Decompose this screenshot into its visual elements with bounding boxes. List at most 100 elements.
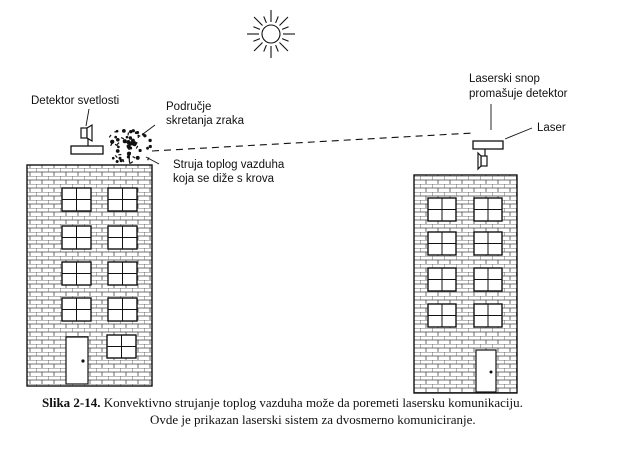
sun-ray <box>275 16 279 24</box>
sun-ray <box>281 38 289 42</box>
air-particle <box>114 135 118 139</box>
air-particle <box>121 128 126 133</box>
left-building <box>26 164 153 387</box>
sun-ray <box>281 26 289 30</box>
air-particle <box>115 160 119 164</box>
sun-ray <box>253 38 261 42</box>
air-particle <box>135 145 139 149</box>
air-particle <box>127 132 130 136</box>
sun-ray <box>275 44 279 52</box>
window <box>427 267 457 292</box>
sun-ray <box>263 16 267 24</box>
window <box>427 231 457 256</box>
air-particle <box>126 155 131 159</box>
air-particle <box>111 156 115 160</box>
air-particle <box>116 137 120 142</box>
window <box>106 334 137 359</box>
sun-ray <box>279 16 289 26</box>
figure-label: Slika 2-14. <box>42 395 101 410</box>
air-particle <box>114 143 118 147</box>
air-particle <box>110 139 115 144</box>
air-particle <box>128 136 133 140</box>
air-particle <box>137 134 141 137</box>
label-hot-air-line1: Struja toplog vazduha <box>173 159 285 171</box>
air-particle <box>127 151 132 154</box>
sun-ray <box>263 44 267 52</box>
window <box>61 225 92 250</box>
air-particle <box>148 138 152 143</box>
air-particle <box>128 143 132 147</box>
window <box>61 297 92 322</box>
right-building <box>413 174 518 394</box>
window <box>107 225 138 250</box>
window <box>61 187 92 212</box>
air-particle <box>108 134 112 138</box>
detector-icon <box>80 123 93 146</box>
sun-icon <box>247 10 295 58</box>
air-particle <box>128 147 133 150</box>
label-beam-miss-line1: Laserski snop <box>469 73 540 85</box>
laser-beam <box>151 132 474 152</box>
air-particle <box>114 154 118 159</box>
sun-ray <box>253 26 261 30</box>
air-particle <box>127 147 130 151</box>
window <box>61 261 92 286</box>
window <box>473 303 503 328</box>
window <box>427 303 457 328</box>
air-particle <box>126 140 131 145</box>
leader-deflection <box>142 124 156 135</box>
air-particle <box>122 139 127 144</box>
air-particle <box>117 145 120 149</box>
leader-hot-air <box>145 156 160 165</box>
label-laser: Laser <box>537 122 566 134</box>
air-particle <box>130 161 134 164</box>
sun-ray <box>253 42 263 52</box>
label-deflection-line2: skretanja zraka <box>166 115 245 127</box>
leader-detector <box>85 108 90 127</box>
window <box>107 261 138 286</box>
air-particle <box>131 129 135 133</box>
sun-ray <box>279 42 289 52</box>
label-beam-miss-line2: promašuje detektor <box>469 88 568 100</box>
label-deflection-line1: Područje <box>166 101 211 113</box>
air-particle <box>118 156 122 160</box>
air-particle <box>134 131 138 135</box>
air-particle <box>115 129 119 133</box>
air-particle <box>148 144 152 149</box>
laser-detector-icon <box>477 149 488 171</box>
air-particle <box>143 134 147 138</box>
air-particle <box>125 135 129 139</box>
air-particle <box>122 158 125 163</box>
sun-ray <box>253 16 263 26</box>
air-particle <box>135 155 140 160</box>
window <box>473 231 503 256</box>
air-particle <box>115 149 120 153</box>
door-icon <box>475 349 497 393</box>
door-icon <box>65 336 89 385</box>
leader-laser <box>504 127 533 140</box>
laser-icon <box>472 140 504 150</box>
air-particle <box>120 137 125 140</box>
window <box>473 197 503 222</box>
air-particle <box>132 156 136 159</box>
air-particle <box>134 142 138 145</box>
air-particle <box>138 148 142 153</box>
air-particle <box>129 129 133 134</box>
air-particle <box>116 142 120 146</box>
hot-air-turbulence <box>108 128 152 164</box>
caption-line1: Konvektivno strujanje toplog vazduha mož… <box>103 395 523 410</box>
window <box>427 197 457 222</box>
label-detector: Detektor svetlosti <box>31 95 119 107</box>
air-particle <box>119 159 123 163</box>
label-hot-air-line2: koja se diže s krova <box>173 173 275 185</box>
caption-line2-wrap: Ovde je prikazan laserski sistem za dvos… <box>150 412 476 428</box>
air-particle <box>128 160 131 164</box>
window <box>107 297 138 322</box>
figure-caption: Slika 2-14. Konvektivno strujanje toplog… <box>42 395 523 411</box>
air-particle <box>146 146 149 150</box>
left-laser-unit <box>70 145 104 155</box>
caption-line2: Ovde je prikazan laserski sistem za dvos… <box>150 412 476 427</box>
window <box>473 267 503 292</box>
window <box>107 187 138 212</box>
